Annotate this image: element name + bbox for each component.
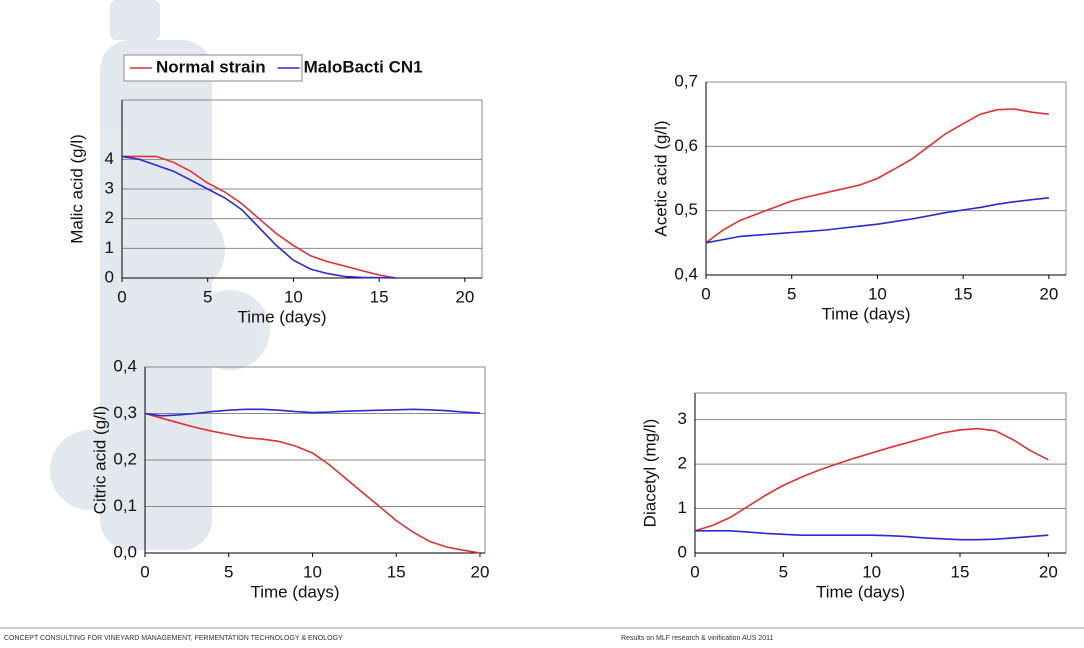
x-tick-label: 0	[701, 284, 710, 303]
x-tick-label: 10	[868, 284, 887, 303]
y-axis-label: Diacetyl (mg/l)	[640, 419, 659, 528]
x-axis-label: Time (days)	[237, 307, 326, 326]
x-tick-label: 15	[370, 287, 389, 306]
series-line	[122, 155, 397, 279]
y-axis-label: Malic acid (g/l)	[67, 134, 86, 244]
grape	[190, 290, 270, 370]
legend-box	[123, 54, 303, 82]
x-tick-label: 20	[1039, 284, 1058, 303]
y-tick-label: 0,3	[113, 403, 137, 422]
series-line	[705, 197, 1049, 244]
plot-area	[694, 392, 1067, 554]
x-axis-label: Time (days)	[816, 582, 905, 601]
y-axis-label: Citric acid (g/l)	[90, 406, 109, 515]
x-tick-label: 0	[117, 287, 126, 306]
y-axis-label: Acetic acid (g/l)	[651, 120, 670, 236]
x-tick-label: 15	[951, 562, 970, 581]
y-tick-label: 0,4	[674, 264, 698, 283]
watermark	[50, 0, 270, 550]
y-tick-label: 0,5	[674, 200, 698, 219]
y-tick-label: 0,4	[113, 356, 137, 375]
plot-area	[705, 81, 1067, 276]
x-tick-label: 10	[284, 287, 303, 306]
grape	[135, 205, 225, 295]
y-tick-label: 1	[105, 238, 114, 257]
x-tick-label: 15	[387, 562, 406, 581]
x-tick-label: 0	[140, 562, 149, 581]
y-tick-label: 0	[105, 267, 114, 286]
footer-left: CONCEPT CONSULTING FOR VINEYARD MANAGEME…	[4, 635, 343, 642]
x-tick-label: 0	[690, 562, 699, 581]
series-line	[694, 427, 1049, 532]
x-tick-label: 10	[303, 562, 322, 581]
x-axis-label: Time (days)	[821, 304, 910, 323]
y-tick-label: 2	[678, 454, 687, 473]
legend-label: Normal strain	[156, 57, 266, 76]
x-tick-label: 10	[862, 562, 881, 581]
y-tick-label: 0,7	[674, 71, 698, 90]
x-tick-label: 15	[954, 284, 973, 303]
x-tick-label: 5	[787, 284, 796, 303]
y-tick-label: 0,2	[113, 449, 137, 468]
series-line	[121, 155, 397, 279]
x-tick-label: 5	[224, 562, 233, 581]
bottle-neck	[110, 0, 160, 40]
y-tick-label: 0	[678, 542, 687, 561]
series-line	[705, 108, 1049, 244]
series-line	[144, 408, 481, 417]
y-tick-label: 0,6	[674, 136, 698, 155]
series-line	[144, 412, 481, 554]
footer-right: Results on MLF research & vinification A…	[621, 635, 773, 642]
x-tick-label: 20	[1039, 562, 1058, 581]
x-tick-label: 5	[779, 562, 788, 581]
x-tick-label: 20	[471, 562, 490, 581]
y-tick-label: 0,1	[113, 496, 137, 515]
x-tick-label: 5	[203, 287, 212, 306]
grape	[108, 378, 192, 462]
y-tick-label: 2	[105, 208, 114, 227]
y-tick-label: 3	[105, 178, 114, 197]
x-tick-label: 20	[455, 287, 474, 306]
y-tick-label: 3	[678, 409, 687, 428]
y-tick-label: 1	[678, 498, 687, 517]
legend-label: MaloBacti CN1	[304, 57, 423, 76]
y-tick-label: 4	[105, 149, 114, 168]
y-tick-label: 0,0	[113, 542, 137, 561]
series-line	[695, 530, 1049, 541]
x-axis-label: Time (days)	[250, 582, 339, 601]
grape	[50, 430, 130, 510]
